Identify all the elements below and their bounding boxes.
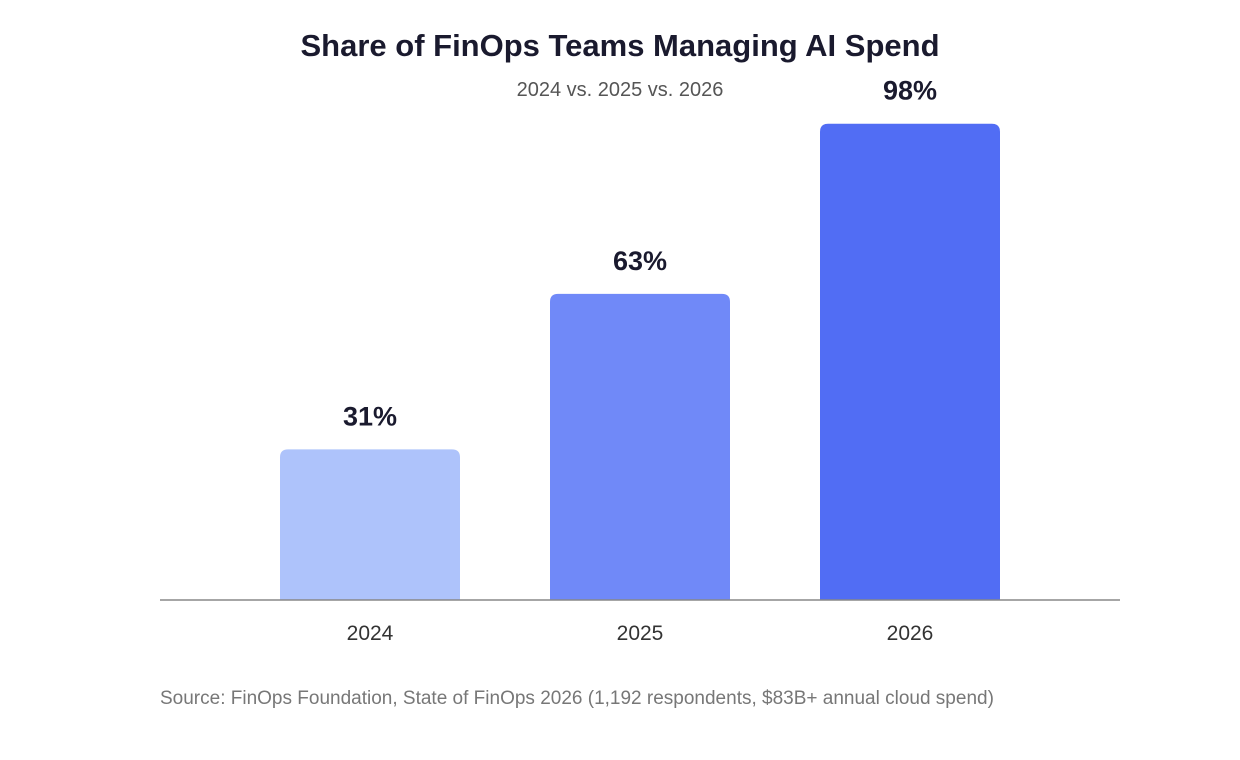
- x-tick-label-2024: 2024: [347, 622, 394, 645]
- bar-2026: [820, 123, 1000, 600]
- value-label-2024: 31%: [343, 401, 397, 431]
- x-tick-label-2025: 2025: [617, 622, 664, 645]
- value-label-2025: 63%: [613, 246, 667, 276]
- x-tick-label-2026: 2026: [887, 622, 934, 645]
- bars-group: 31% 2024 63% 2025 98% 2026: [280, 76, 1000, 645]
- source-note: Source: FinOps Foundation, State of FinO…: [160, 688, 994, 709]
- bar-2025: [550, 293, 730, 600]
- chart-title: Share of FinOps Teams Managing AI Spend: [300, 28, 939, 63]
- bar-2024: [280, 449, 460, 600]
- value-label-2026: 98%: [883, 76, 937, 106]
- chart-subtitle: 2024 vs. 2025 vs. 2026: [517, 79, 724, 101]
